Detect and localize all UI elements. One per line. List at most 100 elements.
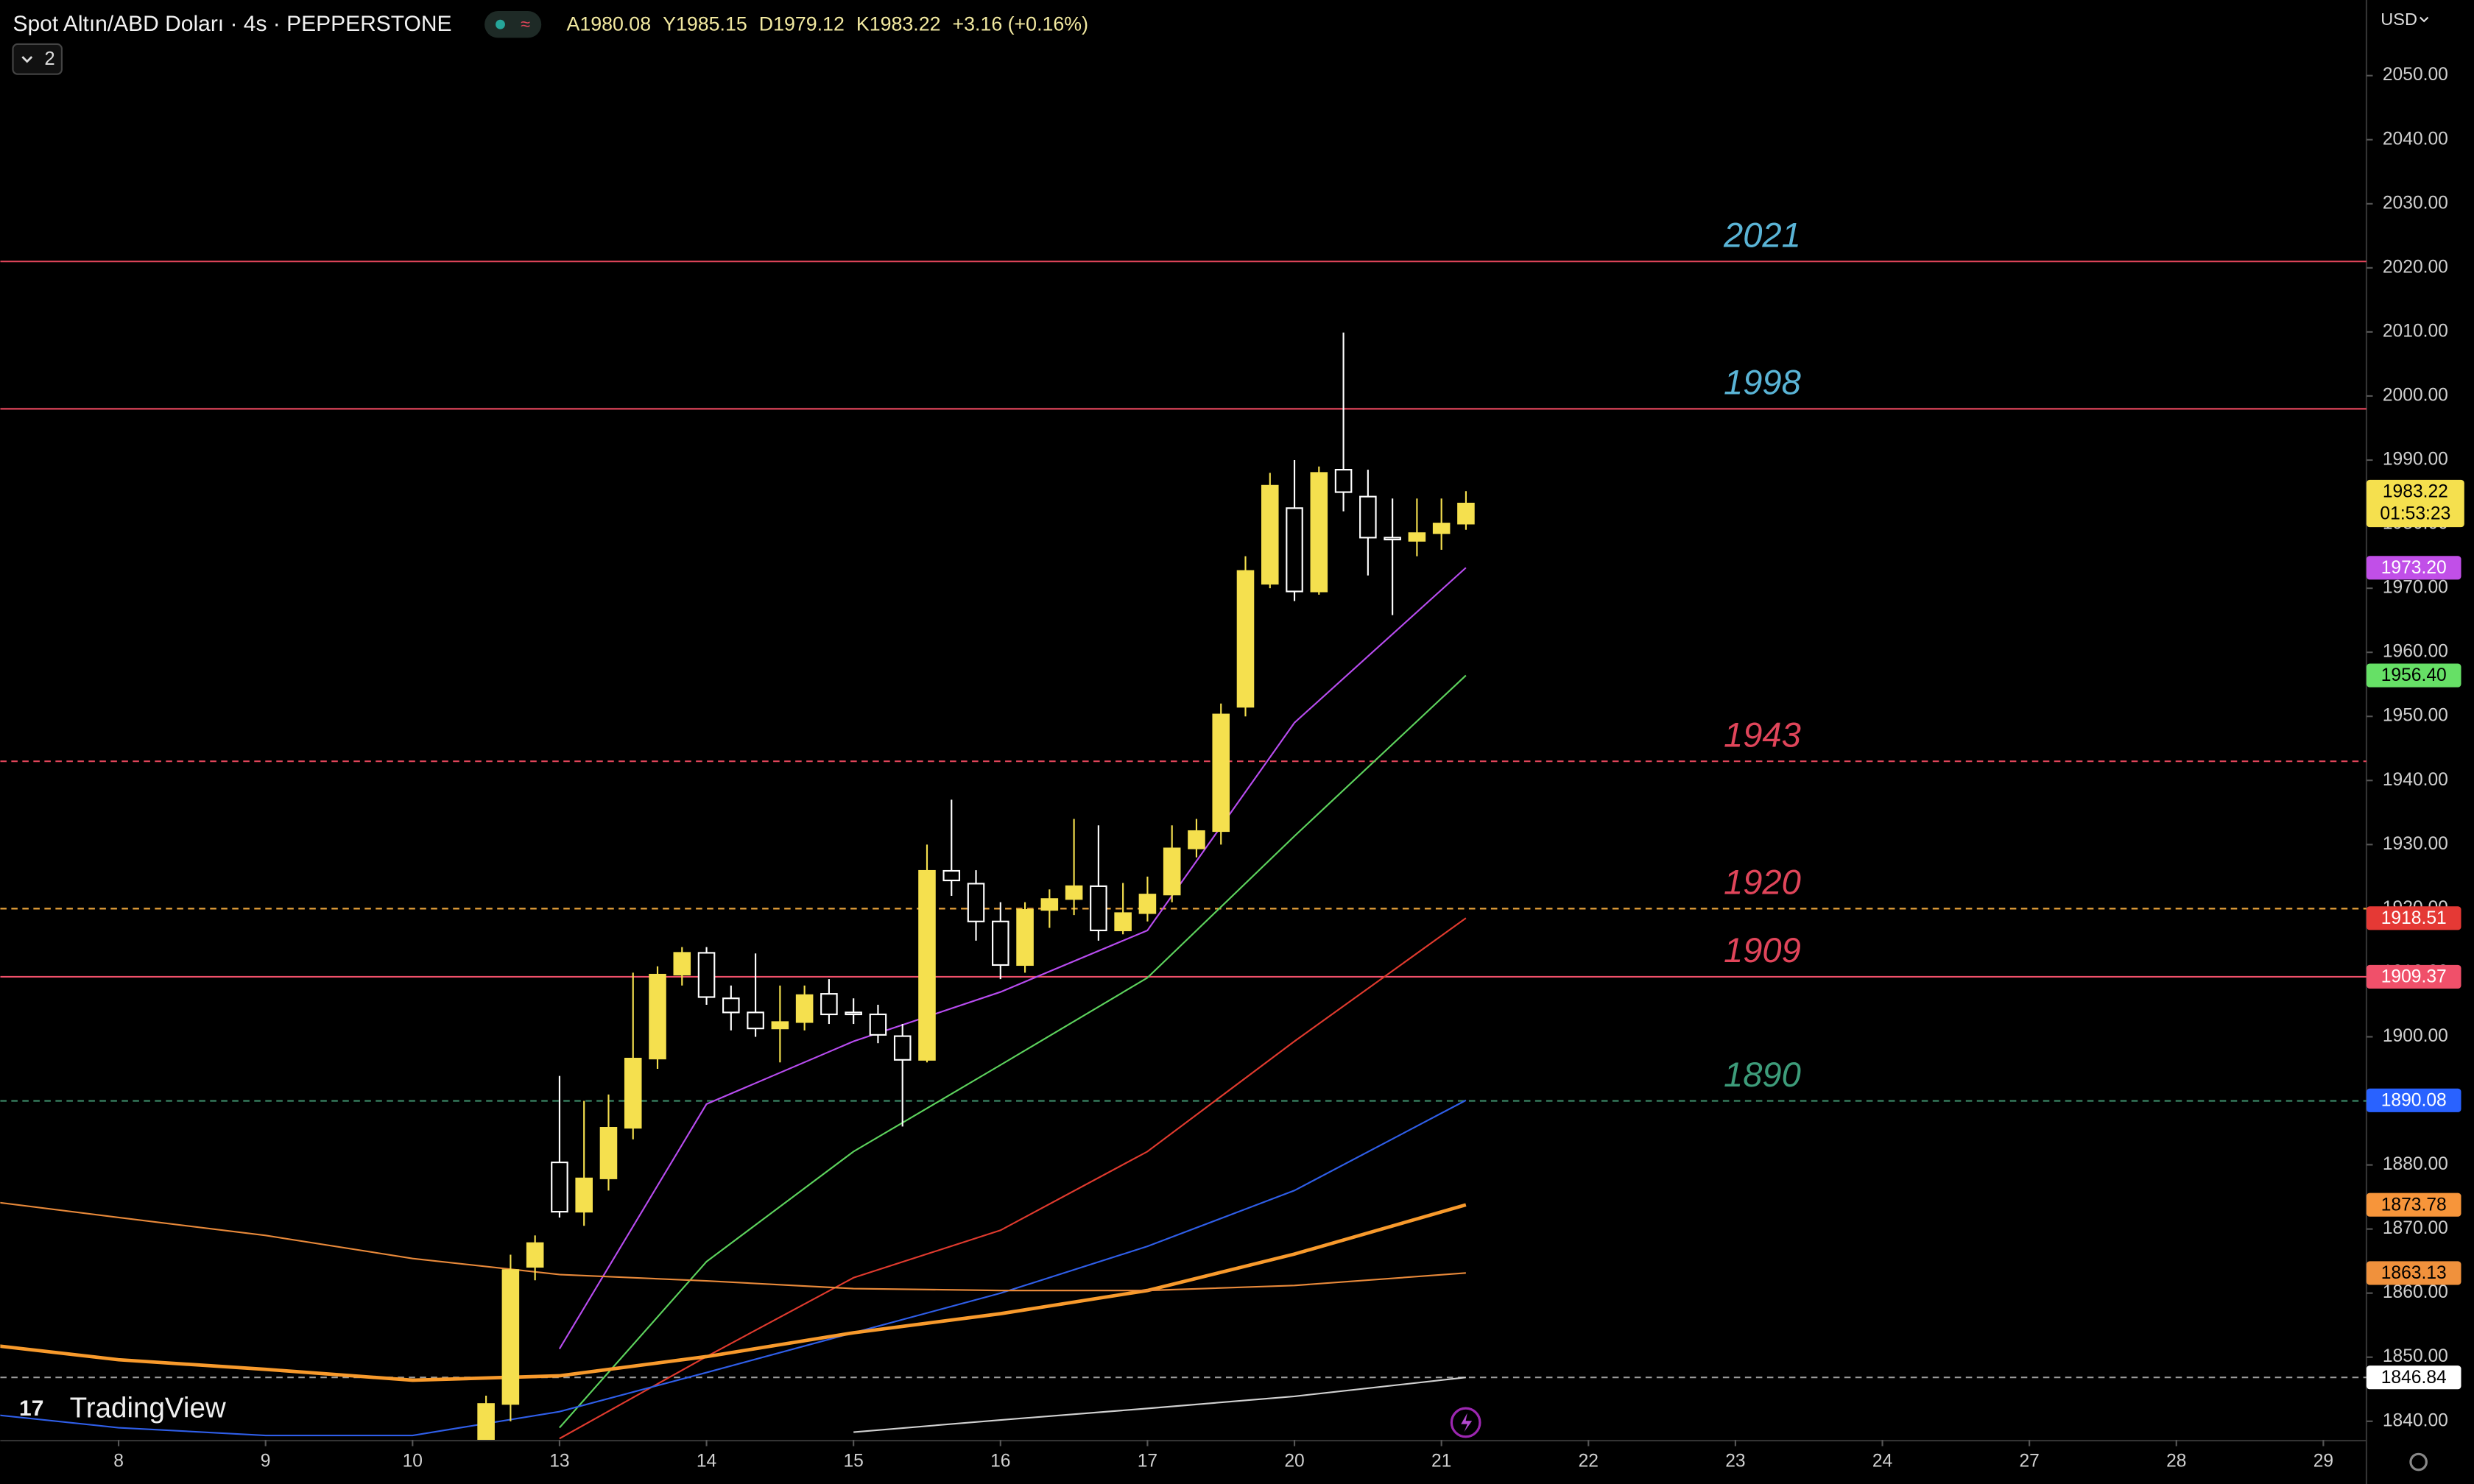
logo-mark: 17 [19, 1396, 43, 1421]
y-tick-label: 1940.00 [2383, 770, 2448, 790]
level-label: 1998 [1724, 363, 1801, 402]
y-tick-label: 1960.00 [2383, 642, 2448, 662]
price-tag: 1918.51 [2381, 908, 2447, 928]
price-tag: 1909.37 [2381, 967, 2447, 986]
candle-body [1163, 847, 1181, 896]
candle-body [1408, 532, 1426, 542]
candle-body [501, 1269, 520, 1405]
candle-body [1286, 507, 1303, 593]
candle-body [1090, 885, 1107, 932]
ohlc-value: 1979.12 [773, 13, 845, 35]
price-tags: 1909.37 1973.20 1956.40 1918.51 1890.08 1873.… [2366, 479, 2464, 1390]
x-tick-label: 27 [2019, 1452, 2039, 1471]
candle-body [697, 952, 716, 998]
candle-body [845, 1011, 862, 1016]
candle-body [1040, 898, 1059, 911]
indicator-count: 2 [44, 49, 54, 69]
candle-body [477, 1403, 495, 1441]
lightning [1461, 1413, 1473, 1432]
candle-body [747, 1011, 764, 1030]
price-tag-box [2366, 964, 2461, 989]
lightning-icon[interactable] [1450, 1407, 1481, 1438]
chevron [2420, 16, 2429, 23]
y-tick-label: 1930.00 [2383, 834, 2448, 854]
x-tick-label: 10 [403, 1452, 423, 1471]
x-tick-label: 28 [2166, 1452, 2186, 1471]
candle-body [1212, 713, 1230, 833]
candle-body [1384, 537, 1401, 541]
candle-body [673, 952, 691, 976]
y-tick-label: 1880.00 [2383, 1154, 2448, 1174]
y-tick-label: 2010.00 [2383, 321, 2448, 341]
candle-body [1138, 894, 1157, 914]
y-tick-label: 1870.00 [2383, 1218, 2448, 1238]
status-icon: ≈ [521, 14, 530, 33]
x-tick-label: 29 [2313, 1452, 2333, 1471]
countdown: 01:53:23 [2380, 504, 2450, 524]
price-tag: 1863.13 [2381, 1263, 2447, 1283]
price-tag: 1956.40 [2381, 665, 2447, 685]
x-tick-label: 22 [1579, 1452, 1599, 1471]
candle-body [649, 973, 666, 1060]
candle-body [1065, 885, 1083, 900]
settings-icon[interactable] [2409, 1452, 2428, 1471]
x-tick-label: 24 [1872, 1452, 1892, 1471]
change: +3.16 (+0.16%) [952, 13, 1088, 35]
price-tag-box [2366, 906, 2461, 930]
level-label: 1909 [1724, 930, 1801, 969]
candle-body [771, 1021, 789, 1030]
candle-body [1016, 909, 1034, 967]
price-tag-box [2366, 1365, 2461, 1390]
y-tick-label: 2030.00 [2383, 193, 2448, 213]
candle-body [1359, 495, 1377, 539]
y-tick-label: 1860.00 [2383, 1282, 2448, 1302]
candle-body [551, 1162, 568, 1213]
candle-body [1457, 502, 1475, 525]
candle-body [624, 1057, 642, 1129]
price-tag: 1846.84 [2381, 1368, 2447, 1388]
ohlc-value: 1985.15 [676, 13, 747, 35]
y-tick-label: 2000.00 [2383, 385, 2448, 405]
candle-body [869, 1013, 887, 1036]
last-price: 1983.22 [2383, 482, 2448, 502]
indicator-toggle[interactable] [12, 43, 63, 75]
last-price-box [2366, 479, 2464, 528]
x-tick-label: 16 [990, 1452, 1010, 1471]
candle-body [1334, 469, 1353, 493]
candle-body [795, 994, 814, 1023]
price-tag-box [2366, 556, 2461, 580]
candle-body [992, 920, 1009, 967]
x-tick-label: 15 [843, 1452, 863, 1471]
ohlc-value: 1980.08 [579, 13, 651, 35]
logo: TradingView [70, 1392, 226, 1424]
plot-area: 2021 1998 1943 1920 1909 1890 [0, 215, 2366, 1441]
candle-body [820, 993, 838, 1016]
x-tick-label: 20 [1284, 1452, 1304, 1471]
candle-body [1432, 523, 1451, 534]
ma-line [853, 1377, 1466, 1433]
candle-body [575, 1177, 593, 1213]
y-tick-label: 2040.00 [2383, 129, 2448, 149]
status-pill[interactable] [484, 10, 542, 38]
candle-body [722, 997, 740, 1014]
ohlc-label: K [856, 13, 870, 35]
y-tick-label: 1990.00 [2383, 450, 2448, 470]
currency[interactable]: USD [2380, 10, 2417, 29]
y-tick-label: 1850.00 [2383, 1346, 2448, 1366]
candle-body [526, 1242, 544, 1268]
header: Spot Altın/ABD Doları · 4s · PEPPERSTONE… [12, 10, 2429, 75]
x-tick-label: 9 [261, 1452, 271, 1471]
ohlc-label: D [759, 13, 773, 35]
candle-body [1236, 570, 1255, 708]
y-tick-label: 2050.00 [2383, 65, 2448, 85]
x-tick-label: 23 [1725, 1452, 1745, 1471]
level-label: 1943 [1724, 715, 1801, 754]
candle-body [1114, 912, 1132, 932]
price-tag-box [2366, 663, 2461, 688]
chevron [21, 56, 33, 63]
watermark: 17 TradingView [19, 1392, 226, 1424]
x-tick-label: 21 [1431, 1452, 1451, 1471]
ma-line [559, 674, 1467, 1429]
